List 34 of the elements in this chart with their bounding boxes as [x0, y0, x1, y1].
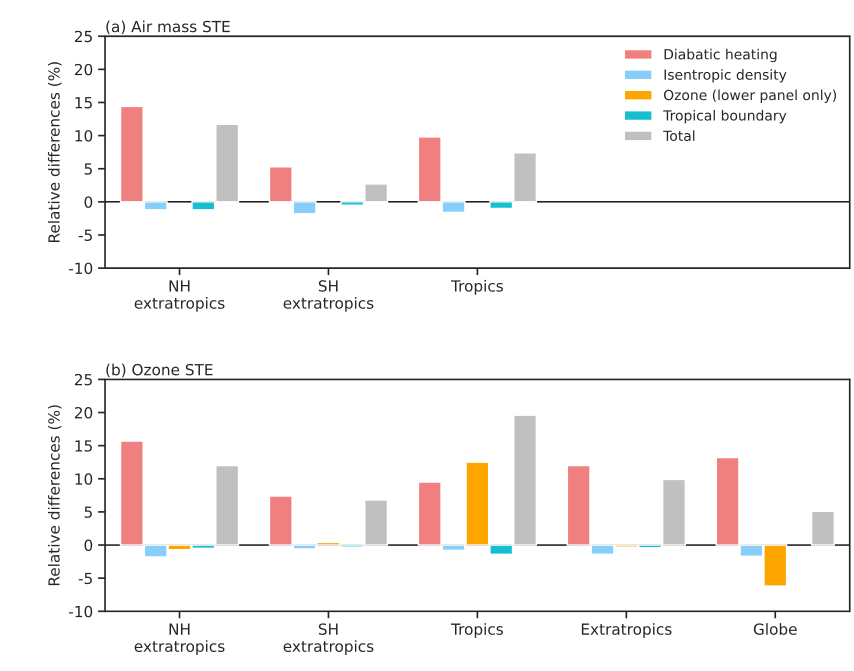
chart-title: (b) Ozone STE	[106, 364, 213, 378]
y-tick-label: 25	[74, 30, 92, 42]
x-tick-label: Extratropics	[582, 623, 672, 638]
x-tick-label: Globe	[754, 623, 797, 635]
y-tick-label: 15	[75, 97, 92, 109]
legend-label: Total	[663, 130, 694, 142]
y-tick-label: -10	[69, 606, 92, 618]
y-tick-label: -5	[78, 230, 92, 242]
legend-label: Tropical boundary	[663, 110, 786, 124]
x-tick-label: Tropics	[451, 623, 503, 638]
y-axis-title: Relative differences (%)	[48, 62, 62, 242]
y-tick-label: 20	[74, 406, 92, 419]
x-tick-label: SH extratropics	[284, 280, 374, 312]
y-tick-label: 15	[75, 440, 92, 452]
y-tick-label: 20	[74, 64, 92, 76]
x-tick-label: Tropics	[451, 280, 503, 295]
legend-label: Diabatic heating	[664, 48, 776, 62]
y-tick-label: -10	[69, 262, 92, 274]
y-tick-label: 10	[75, 473, 92, 485]
x-tick-label: NH extratropics	[134, 280, 224, 312]
x-tick-label: NH extratropics	[134, 624, 224, 655]
x-tick-label: SH extratropics	[284, 623, 374, 655]
y-tick-label: 10	[75, 130, 92, 142]
y-axis-title: Relative differences (%)	[48, 405, 62, 586]
legend-label: Ozone (lower panel only)	[664, 90, 836, 103]
legend-label: Isentropic density	[664, 69, 786, 83]
y-tick-label: 5	[84, 506, 92, 518]
y-tick-label: 25	[74, 374, 92, 386]
y-tick-label: 5	[84, 163, 92, 175]
chart-title: (a) Air mass STE	[106, 20, 230, 34]
y-tick-label: 0	[84, 539, 92, 552]
y-tick-label: 0	[84, 196, 92, 208]
y-tick-label: -5	[78, 572, 92, 584]
bar	[810, 510, 835, 546]
